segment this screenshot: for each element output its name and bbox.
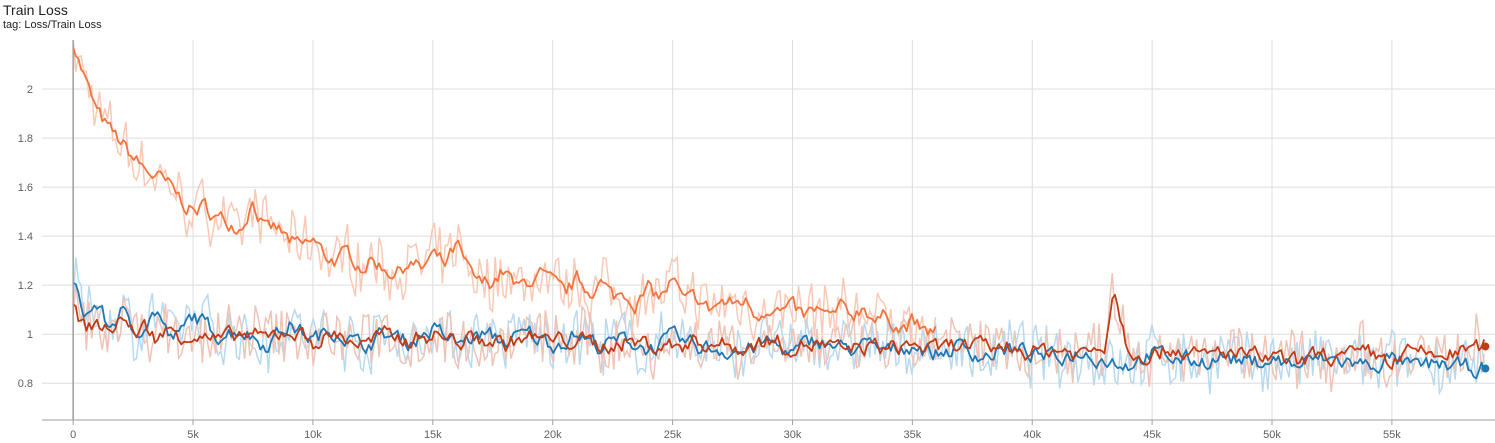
raw-series-line-0 bbox=[72, 39, 937, 354]
x-tick-label: 45k bbox=[1143, 429, 1161, 441]
y-tick-label: 2 bbox=[27, 84, 33, 96]
raw-series-layer bbox=[72, 39, 1485, 396]
raw-series-line-1 bbox=[72, 257, 1485, 396]
chart-title: Train Loss bbox=[3, 2, 68, 18]
x-tick-label: 20k bbox=[544, 429, 562, 441]
x-tick-label: 30k bbox=[784, 429, 802, 441]
y-tick-label: 1.6 bbox=[18, 182, 33, 194]
x-tick-label: 10k bbox=[304, 429, 322, 441]
x-tick-label: 25k bbox=[664, 429, 682, 441]
y-tick-label: 1.2 bbox=[18, 280, 33, 292]
series-line-1 bbox=[72, 282, 1486, 380]
x-tick-label: 15k bbox=[424, 429, 442, 441]
smoothed-series-layer bbox=[72, 47, 1490, 380]
y-tick-label: 1.4 bbox=[18, 231, 33, 243]
axes: 0.8 1 1.2 1.4 1.6 1.8 2 0 5k 10k 15k 20k 25k 30k 35k 40… bbox=[18, 40, 1495, 441]
raw-series-line-2 bbox=[72, 273, 1485, 393]
x-tick-label: 55k bbox=[1383, 429, 1401, 441]
series-line-0 bbox=[72, 47, 937, 336]
y-tick-label: 1.8 bbox=[18, 133, 33, 145]
chart-tag: tag: Loss/Train Loss bbox=[3, 19, 102, 31]
x-tick-label: 50k bbox=[1263, 429, 1281, 441]
x-tick-label: 40k bbox=[1023, 429, 1041, 441]
series-end-marker-1 bbox=[1481, 364, 1490, 373]
x-tick-label: 0 bbox=[70, 429, 76, 441]
x-tick-label: 35k bbox=[903, 429, 921, 441]
series-end-marker-2 bbox=[1481, 342, 1490, 351]
y-tick-label: 1 bbox=[27, 329, 33, 341]
y-tick-label: 0.8 bbox=[18, 378, 33, 390]
x-tick-label: 5k bbox=[187, 429, 199, 441]
series-line-2 bbox=[72, 293, 1486, 371]
